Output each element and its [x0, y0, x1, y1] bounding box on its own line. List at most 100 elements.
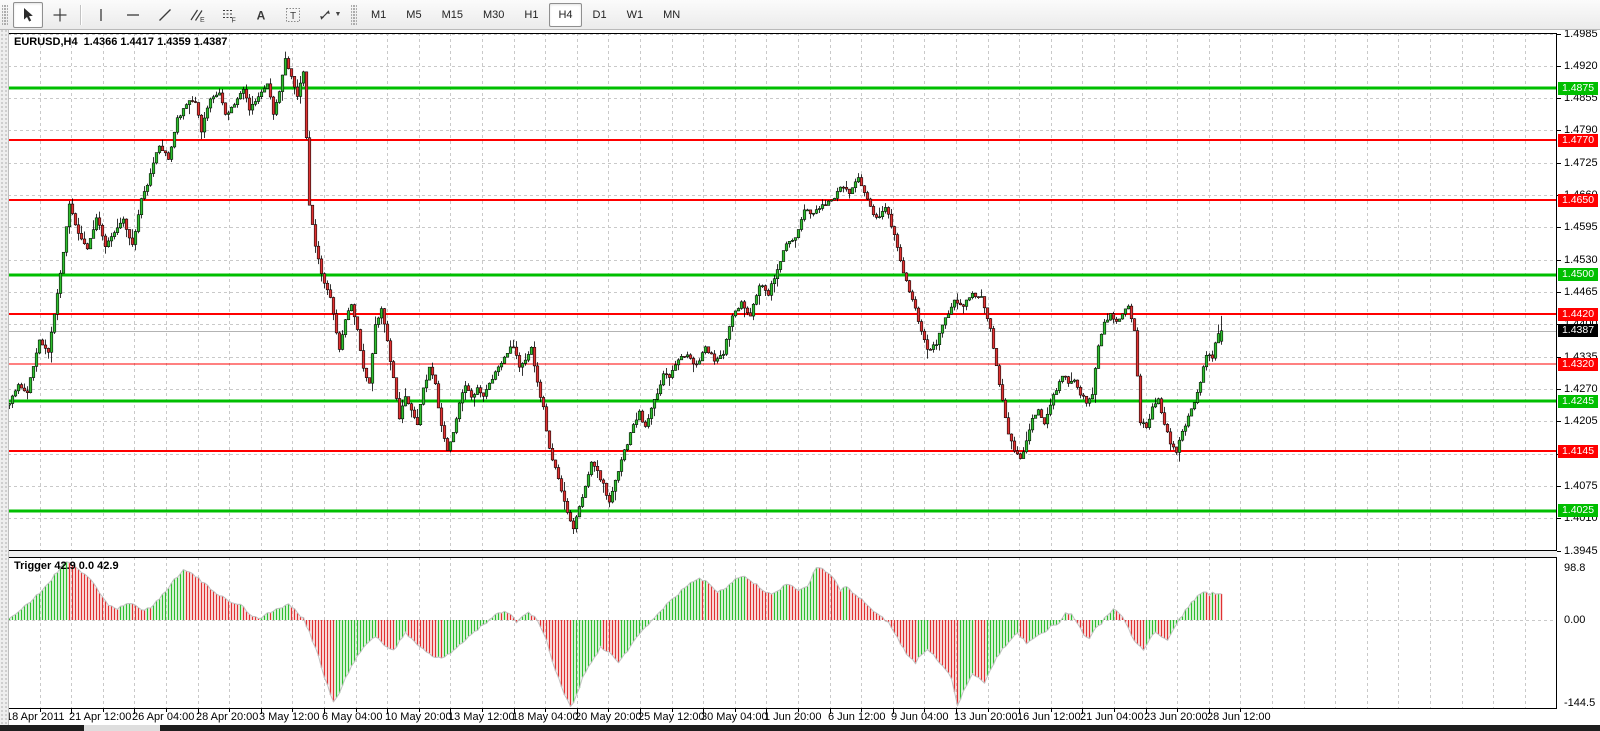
indicator-plot[interactable]: [8, 557, 1557, 709]
arrows-tool[interactable]: ▼: [310, 2, 348, 28]
svg-text:A: A: [257, 8, 266, 22]
fibonacci-icon: F: [221, 7, 237, 23]
price-tick-mark: [1557, 98, 1561, 99]
hline-price-label: 1.4420: [1558, 308, 1598, 321]
timeframe-button-m15[interactable]: M15: [441, 8, 463, 21]
time-axis[interactable]: 18 Apr 2011 21 Apr 12:00 26 Apr 04:00 28 Ap…: [6, 709, 1557, 725]
timeframe-button-m1[interactable]: M1: [371, 8, 387, 21]
svg-text:T: T: [290, 11, 296, 22]
price-tick-mark: [1557, 34, 1561, 35]
price-tick-mark: [1557, 551, 1561, 552]
price-tick-label: 1.4530: [1564, 254, 1598, 266]
time-axis-label: 28 Jun 12:00: [1207, 711, 1271, 723]
horizontal-line-tool[interactable]: [118, 2, 148, 28]
histogram-layer: [8, 561, 1223, 707]
time-axis-label: 1 Jun 20:00: [764, 711, 822, 723]
crosshair-tool[interactable]: [45, 2, 75, 28]
text-label-icon: T: [285, 7, 301, 23]
price-tick-mark: [1557, 421, 1561, 422]
time-axis-label: 21 Apr 12:00: [69, 711, 132, 723]
timeframe-button-m30[interactable]: M30: [482, 8, 505, 21]
fibonacci-tool[interactable]: F: [214, 2, 244, 28]
time-axis-label: 10 May 20:00: [385, 711, 452, 723]
oscillator-envelope-line: [9, 561, 1222, 708]
hline-price-label: 1.4245: [1558, 395, 1598, 408]
price-tick-label: 1.4270: [1564, 383, 1598, 395]
window-left-frame: [0, 29, 9, 725]
toolbar-separator: [80, 4, 81, 25]
window-bottom-edge: [0, 725, 1600, 731]
chart-title: EURUSD,H4 1.4366 1.4417 1.4359 1.4387: [14, 36, 228, 48]
indicator-grid-layer: [8, 557, 1556, 709]
equidistant-channel-tool[interactable]: E: [182, 2, 212, 28]
price-tick-label: 1.4205: [1564, 415, 1598, 427]
toolbar-grip[interactable]: [351, 4, 357, 25]
panel-splitter[interactable]: [8, 551, 1557, 557]
hline-price-label: 1.4320: [1558, 358, 1598, 371]
cursor-icon: [20, 7, 36, 23]
price-axis[interactable]: 1.49851.49201.48551.47901.47251.46601.45…: [1557, 28, 1600, 725]
price-tick-label: 1.4790: [1564, 124, 1598, 136]
price-tick-mark: [1557, 518, 1561, 519]
time-tick-marks: [8, 709, 1241, 714]
time-axis-label: 6 May 04:00: [322, 711, 383, 723]
time-axis-label: 23 Jun 20:00: [1144, 711, 1208, 723]
text-label-tool[interactable]: T: [278, 2, 308, 28]
crosshair-icon: [52, 7, 68, 23]
time-axis-label: 6 Jun 12:00: [828, 711, 886, 723]
price-tick-mark: [1557, 66, 1561, 67]
time-axis-label: 21 Jun 04:00: [1080, 711, 1144, 723]
time-axis-label: 18 Apr 2011: [6, 711, 65, 723]
price-tick-label: 1.4075: [1564, 480, 1598, 492]
price-tick-label: 1.4920: [1564, 60, 1598, 72]
hline-price-label: 1.4875: [1558, 82, 1598, 95]
price-tick-mark: [1557, 486, 1561, 487]
indicator-scale-label: -144.5: [1564, 697, 1596, 709]
price-tick-mark: [1557, 292, 1561, 293]
timeframe-button-h1[interactable]: H1: [524, 8, 539, 21]
timeframe-button-m5[interactable]: M5: [406, 8, 422, 21]
timeframe-button-mn[interactable]: MN: [663, 8, 681, 21]
hline-price-label: 1.4500: [1558, 268, 1598, 281]
time-axis-label: 18 May 04:00: [512, 711, 579, 723]
price-tick-label: 1.4595: [1564, 221, 1598, 233]
trendline-icon: [157, 7, 173, 23]
price-tick-mark: [1557, 357, 1561, 358]
price-tick-mark: [1557, 130, 1561, 131]
vertical-line-tool[interactable]: [86, 2, 116, 28]
svg-text:E: E: [200, 17, 205, 23]
hline-price-label: 1.4770: [1558, 134, 1598, 147]
time-axis-label: 13 Jun 20:00: [954, 711, 1018, 723]
current-price-label: 1.4387: [1558, 324, 1598, 337]
candlestick-layer: [8, 51, 1224, 534]
time-axis-label: 9 Jun 04:00: [891, 711, 949, 723]
timeframe-button-d1[interactable]: D1: [592, 8, 607, 21]
main-chart-plot[interactable]: [8, 33, 1557, 551]
svg-text:F: F: [232, 17, 236, 23]
price-tick-label: 1.4985: [1564, 28, 1598, 40]
time-axis-label: 13 May 12:00: [448, 711, 515, 723]
hline-price-label: 1.4145: [1558, 445, 1598, 458]
price-tick-mark: [1557, 389, 1561, 390]
timeframe-button-w1[interactable]: W1: [626, 8, 644, 21]
price-tick-label: 1.4725: [1564, 157, 1598, 169]
horizontal-lines-layer: [8, 86, 1556, 513]
text-tool[interactable]: A: [246, 2, 276, 28]
timeframe-button-h4[interactable]: H4: [549, 2, 582, 27]
toolbar-grip[interactable]: [2, 4, 8, 25]
equidistant-channel-icon: E: [189, 7, 205, 23]
cursor-tool[interactable]: [13, 1, 43, 28]
trendline-tool[interactable]: [150, 2, 180, 28]
price-tick-mark: [1557, 163, 1561, 164]
time-axis-label: 20 May 20:00: [575, 711, 642, 723]
vertical-line-icon: [93, 7, 109, 23]
time-axis-label: 30 May 04:00: [701, 711, 768, 723]
hline-price-label: 1.4025: [1558, 504, 1598, 517]
indicator-scale-label: 0.00: [1564, 614, 1586, 626]
price-tick-label: 1.4465: [1564, 286, 1598, 298]
indicator-scale-label: 98.8: [1564, 562, 1586, 574]
price-tick-mark: [1557, 227, 1561, 228]
time-axis-label: 28 Apr 20:00: [196, 711, 259, 723]
time-axis-label: 26 Apr 04:00: [132, 711, 195, 723]
arrows-icon: [317, 7, 333, 23]
